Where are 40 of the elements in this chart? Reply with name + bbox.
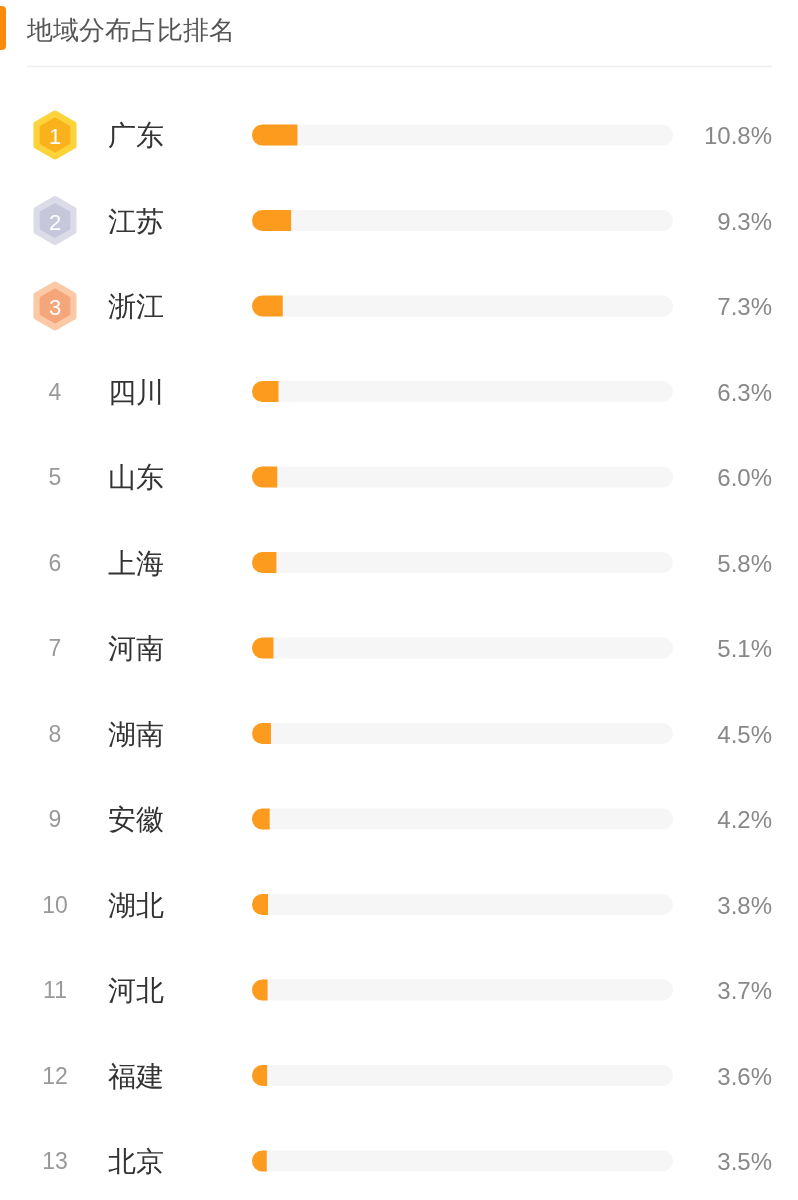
value-label: 3.6% [717, 1062, 772, 1089]
value-label: 4.5% [717, 720, 772, 747]
category-label: 广东 [108, 119, 164, 151]
value-label: 7.3% [717, 292, 772, 320]
rank: 13 [42, 1148, 68, 1174]
rank: 1 [48, 123, 62, 149]
value-label: 3.8% [717, 891, 772, 918]
category-label: 湖南 [108, 718, 164, 749]
value-label: 6.0% [717, 463, 772, 491]
rank: 11 [43, 977, 67, 1003]
value-label: 6.3% [717, 378, 772, 405]
rank: 5 [48, 464, 62, 490]
category-label: 浙江 [108, 290, 164, 322]
value-label: 10.8% [703, 121, 772, 149]
rank: 4 [48, 378, 62, 405]
value-label: 3.5% [717, 1147, 772, 1175]
value-label: 4.2% [717, 805, 772, 833]
category-label: 北京 [108, 1145, 164, 1177]
category-label: 上海 [108, 547, 164, 578]
rank: 9 [48, 806, 62, 832]
rank: 8 [48, 720, 62, 747]
value-label: 5.1% [717, 634, 772, 662]
category-label: 湖北 [108, 889, 164, 920]
category-label: 河南 [108, 632, 164, 664]
value-label: 5.8% [717, 549, 772, 576]
rank: 6 [48, 549, 62, 576]
category-label: 江苏 [108, 205, 164, 236]
rank: 3 [48, 294, 62, 320]
rank: 2 [48, 209, 62, 234]
category-label: 安徽 [108, 803, 164, 835]
category-label: 四川 [108, 376, 164, 407]
rank: 7 [48, 635, 62, 661]
rank: 10 [42, 891, 68, 918]
title: 地域分布占比排名 [27, 15, 235, 45]
rank: 12 [42, 1062, 68, 1089]
value-label: 9.3% [717, 207, 772, 234]
category-label: 山东 [108, 461, 164, 493]
category-label: 福建 [108, 1060, 164, 1091]
category-label: 河北 [108, 974, 164, 1006]
value-label: 3.7% [717, 976, 772, 1004]
